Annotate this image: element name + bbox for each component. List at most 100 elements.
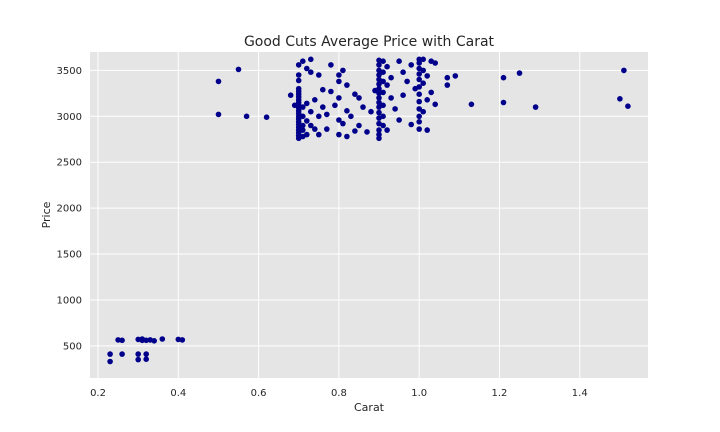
y-tick-label: 2500 <box>57 158 82 169</box>
data-point <box>416 106 423 112</box>
data-point <box>376 99 382 106</box>
data-point <box>380 113 386 120</box>
data-point <box>352 91 358 97</box>
data-point <box>424 97 431 103</box>
data-point <box>420 56 427 63</box>
data-point <box>388 95 394 101</box>
data-point <box>340 67 346 74</box>
data-point <box>388 74 394 81</box>
data-point <box>340 120 346 127</box>
data-point <box>295 72 302 78</box>
data-point <box>328 62 334 68</box>
data-point <box>119 337 125 344</box>
data-point <box>304 65 310 72</box>
x-tick-label: 1.0 <box>411 388 427 399</box>
data-point <box>500 74 507 81</box>
data-point <box>295 77 302 84</box>
data-point <box>336 131 342 138</box>
data-point <box>143 356 149 363</box>
data-point <box>300 122 306 129</box>
data-points <box>107 56 631 365</box>
data-point <box>312 97 318 103</box>
data-point <box>356 95 362 101</box>
data-point <box>344 82 350 88</box>
x-tick-label: 1.2 <box>492 388 508 399</box>
data-point <box>408 62 415 68</box>
data-point <box>416 84 423 90</box>
data-point <box>396 58 402 64</box>
y-tick-labels: 500 1000 1500 2000 2500 3000 3500 <box>57 66 82 352</box>
data-point <box>215 78 222 85</box>
data-point <box>468 101 475 108</box>
data-point <box>532 104 539 110</box>
data-point <box>380 102 386 109</box>
data-point <box>420 67 427 74</box>
data-point <box>300 113 306 120</box>
data-point <box>119 351 125 357</box>
data-point <box>243 113 250 120</box>
data-point <box>324 111 330 118</box>
data-point <box>360 104 366 110</box>
data-point <box>376 62 382 68</box>
data-point <box>416 119 423 125</box>
data-point <box>291 102 298 109</box>
data-point <box>300 104 306 110</box>
data-point <box>376 95 382 101</box>
y-axis-label: Price <box>40 201 53 228</box>
y-tick-label: 500 <box>63 341 82 352</box>
data-point <box>107 358 113 365</box>
data-point <box>392 106 398 112</box>
data-point <box>380 122 386 129</box>
chart-title: Good Cuts Average Price with Carat <box>244 34 495 50</box>
data-point <box>336 72 342 78</box>
data-point <box>380 69 386 75</box>
x-tick-label: 1.4 <box>572 388 588 399</box>
data-point <box>416 76 423 83</box>
data-point <box>107 351 113 357</box>
data-point <box>396 117 402 123</box>
data-point <box>376 81 382 87</box>
data-point <box>400 69 406 75</box>
data-point <box>400 92 406 98</box>
data-point <box>312 126 318 132</box>
data-point <box>416 98 423 105</box>
data-point <box>364 129 370 135</box>
data-point <box>159 336 166 342</box>
x-tick-label: 0.2 <box>90 388 106 399</box>
data-point <box>424 127 431 133</box>
data-point <box>235 66 242 73</box>
y-tick-label: 3000 <box>57 112 82 123</box>
data-point <box>416 113 423 120</box>
data-point <box>376 131 382 138</box>
data-point <box>621 67 627 74</box>
data-point <box>380 58 386 64</box>
data-point <box>143 351 149 357</box>
data-point <box>300 127 306 133</box>
data-point <box>617 96 623 102</box>
data-point <box>316 72 322 78</box>
data-point <box>384 127 390 133</box>
data-point <box>316 131 322 138</box>
data-point <box>320 86 326 93</box>
data-point <box>336 95 342 101</box>
data-point <box>444 82 451 88</box>
data-point <box>356 122 362 129</box>
data-point <box>416 91 423 97</box>
data-point <box>384 63 390 70</box>
data-point <box>380 78 386 85</box>
data-point <box>376 109 382 116</box>
data-point <box>404 78 410 85</box>
y-tick-label: 3500 <box>57 66 82 77</box>
data-point <box>332 102 338 109</box>
x-tick-label: 0.4 <box>170 388 186 399</box>
y-tick-label: 1000 <box>57 295 82 306</box>
data-point <box>135 351 141 357</box>
data-point <box>376 85 382 92</box>
data-point <box>295 85 302 92</box>
data-point <box>151 338 157 344</box>
plot-area <box>90 52 648 378</box>
data-point <box>416 56 423 63</box>
data-point <box>320 104 326 110</box>
y-tick-label: 2000 <box>57 204 82 215</box>
data-point <box>308 108 314 115</box>
